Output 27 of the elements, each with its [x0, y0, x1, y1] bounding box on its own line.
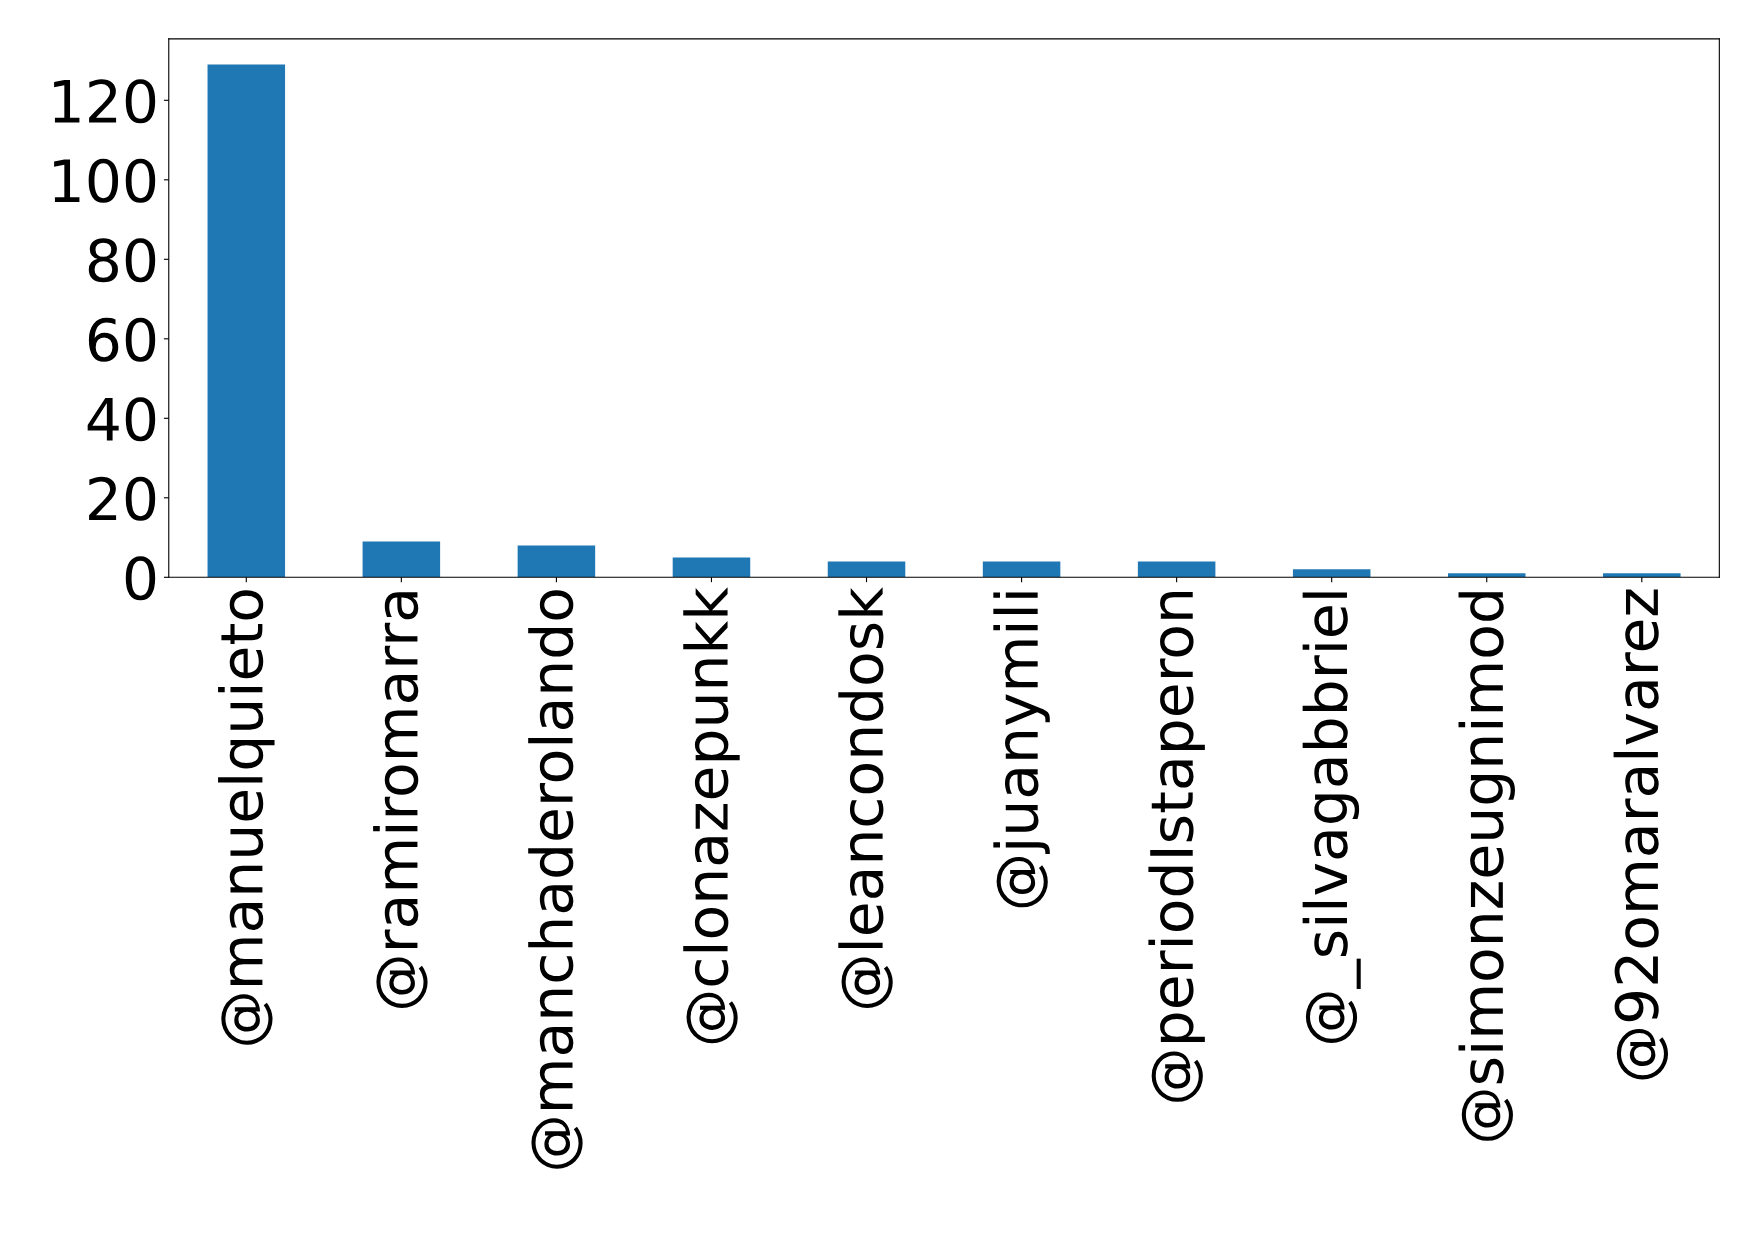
bar [827, 561, 906, 578]
y-tick-label: 40 [87, 397, 156, 442]
x-tick-label: @simonzeugnimod [1458, 592, 1515, 1141]
y-tick-label: 80 [88, 238, 156, 283]
x-tick-label: @92omaralvarez [1613, 589, 1669, 1080]
y-tick-label: 20 [89, 476, 156, 521]
x-tick-label: @manuelquieto [218, 590, 275, 1045]
x-tick-label: @manchaderolando [528, 590, 583, 1169]
bar [982, 561, 1061, 578]
x-tick-label: @clonazepunkk [683, 587, 740, 1044]
bar [517, 545, 596, 578]
x-tick-label: @juanymili [993, 592, 1050, 908]
x-tick-label: @leancondosk [838, 587, 893, 1008]
bar [1603, 573, 1681, 578]
bar [1447, 573, 1526, 578]
bar [207, 64, 286, 578]
x-tick-label: @_silvagabbriel [1302, 592, 1361, 1043]
bar [362, 541, 441, 578]
bar [1137, 561, 1216, 578]
y-tick-label: 0 [125, 556, 156, 601]
y-tick-label: 120 [54, 79, 156, 124]
x-tick-label: @periodIstaperon [1148, 591, 1205, 1102]
x-tick-label: @ramiromarra [373, 592, 428, 1008]
bar [1292, 569, 1371, 578]
y-tick-label: 60 [88, 317, 156, 362]
bar [672, 557, 751, 578]
y-tick-label: 100 [54, 158, 156, 203]
